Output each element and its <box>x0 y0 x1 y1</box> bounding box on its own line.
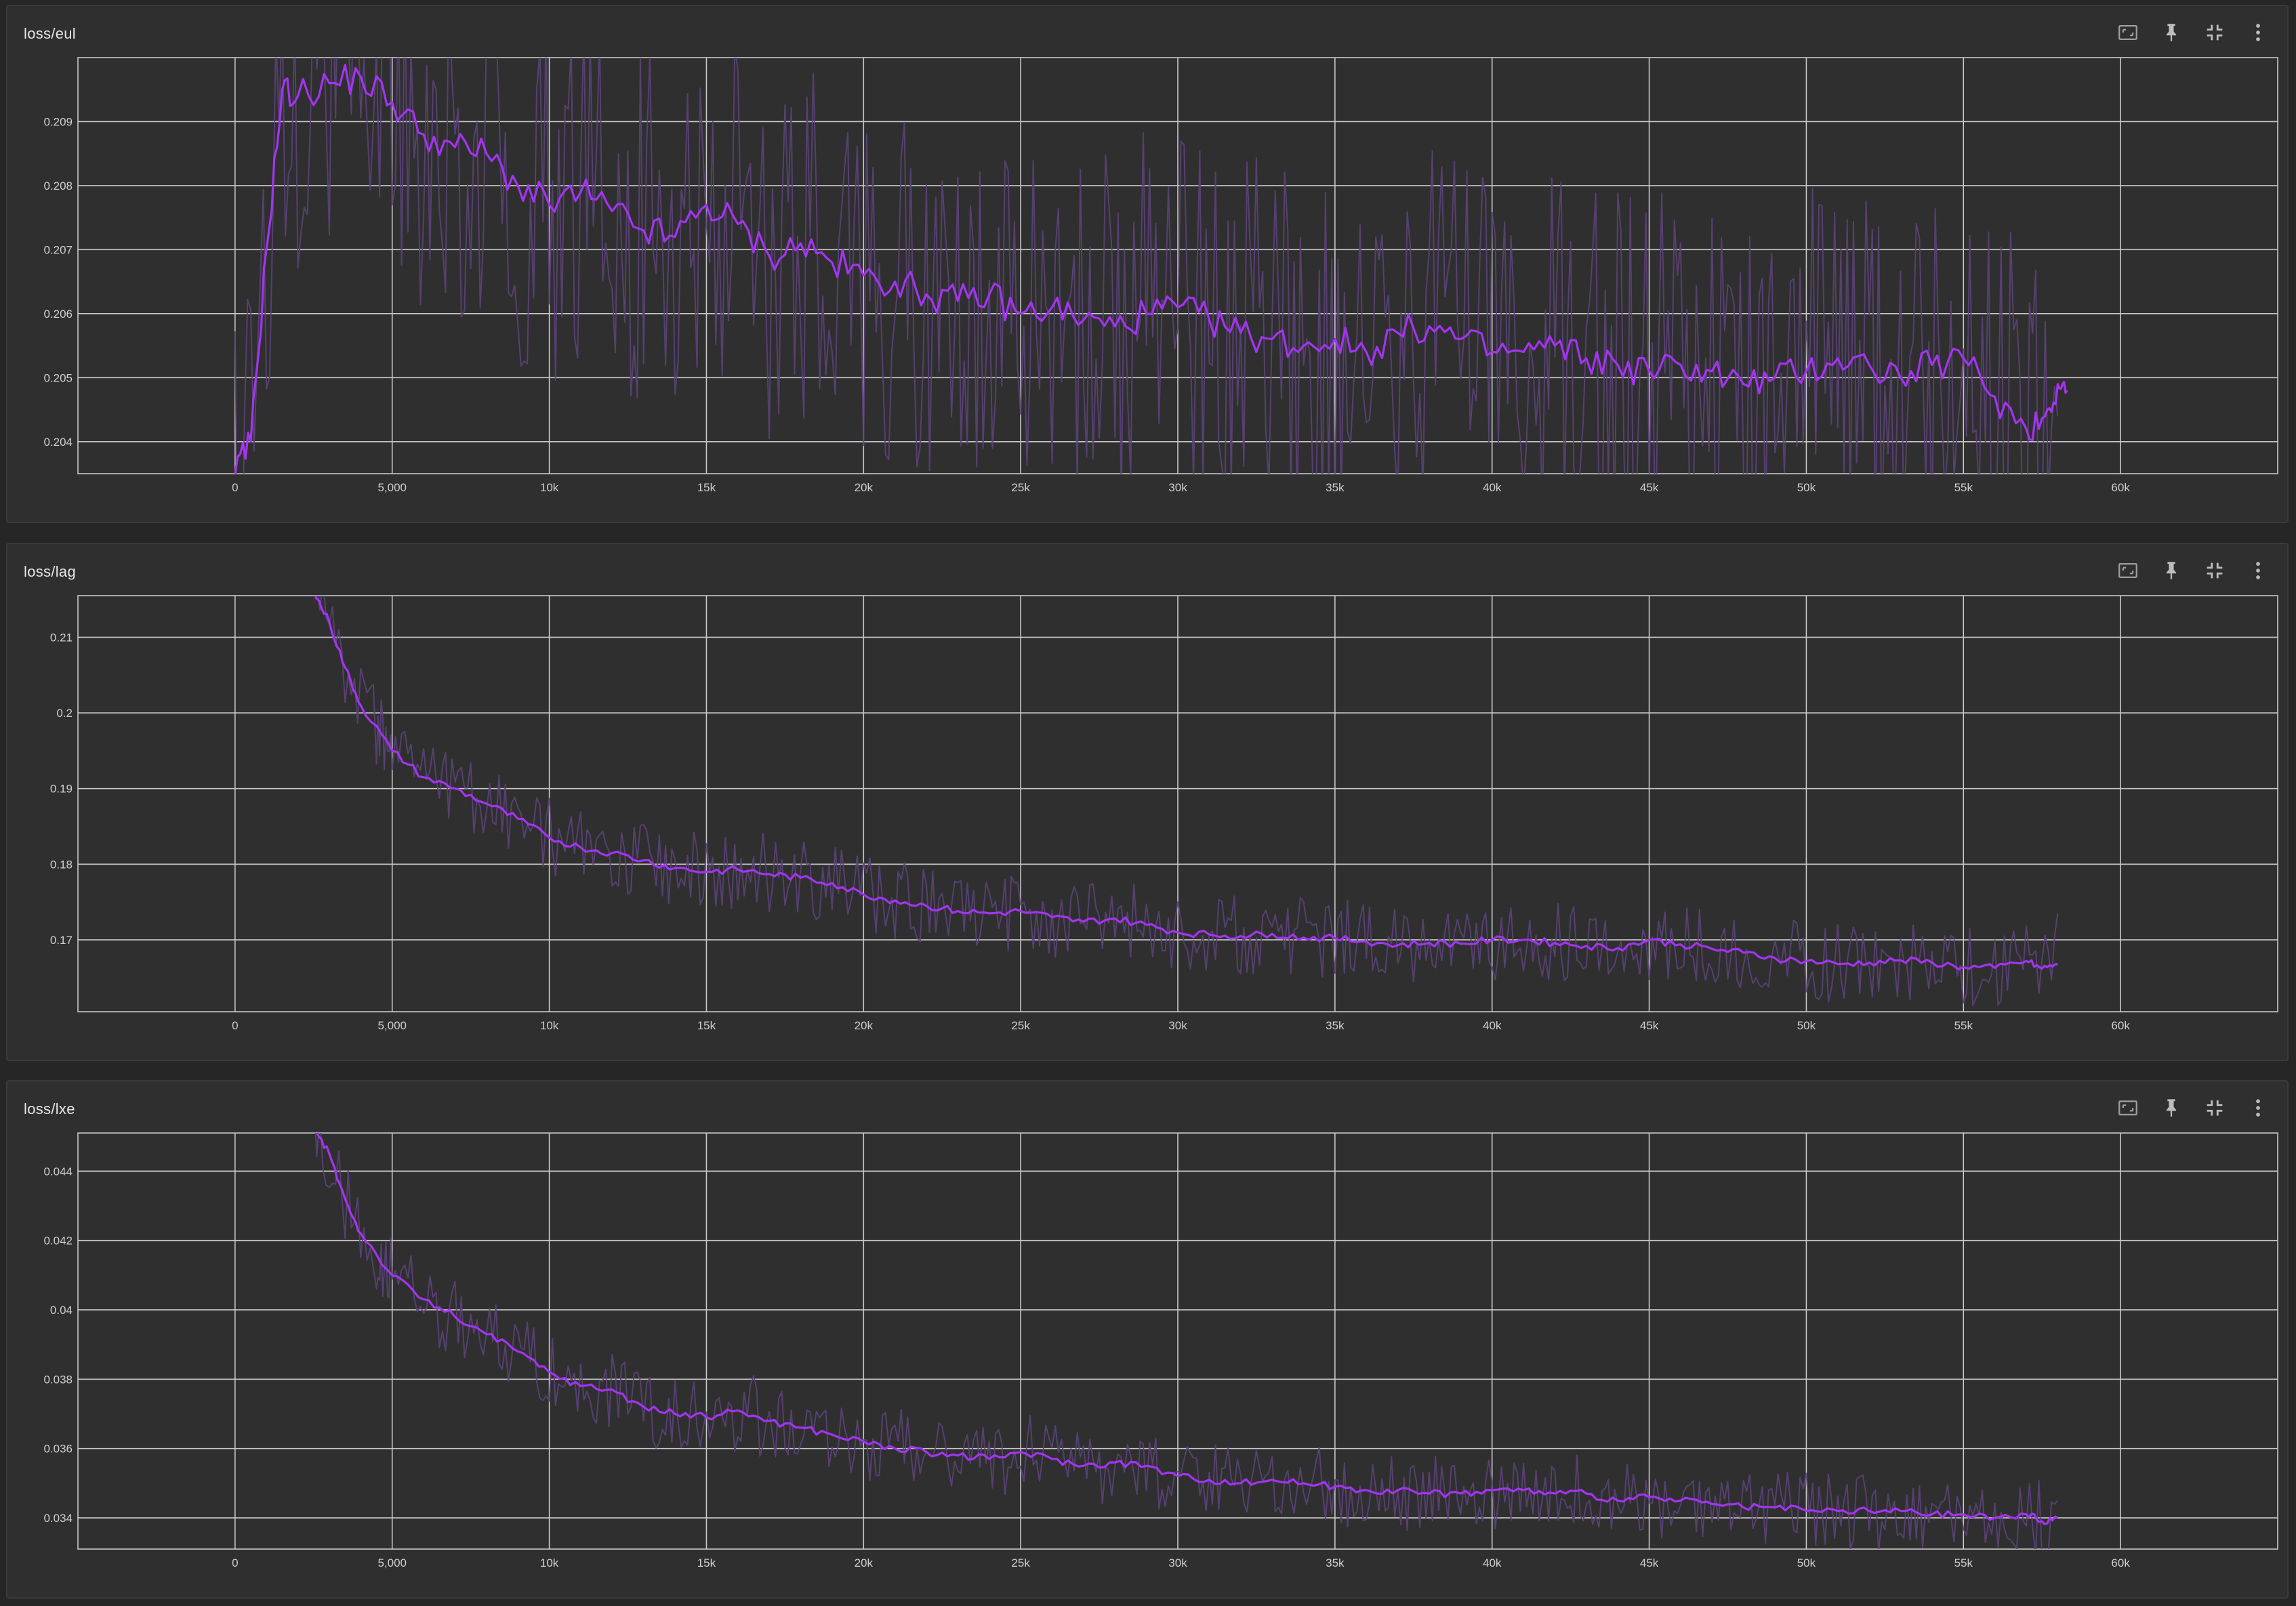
x-tick-label: 40k <box>1483 1019 1502 1032</box>
x-tick-label: 15k <box>697 1557 716 1569</box>
fit-domain-icon[interactable] <box>2116 21 2139 44</box>
y-tick-label: 0.21 <box>50 631 73 644</box>
more-vert-icon[interactable] <box>2247 21 2270 44</box>
x-tick-label: 15k <box>697 481 716 494</box>
raw-series-line <box>234 58 2059 474</box>
chart-toolbar <box>2116 1096 2270 1119</box>
x-tick-label: 0 <box>232 481 238 494</box>
chart-plot: 0 5,000 10k 15k 20k 25k 30k 35k 40k 45k 50k 55k 60k 0… <box>43 57 2278 494</box>
chart-panel-loss-lxe: loss/lxe 0 5,000 10k 15k 20k 25k 30k 35k 40k 45k 5… <box>6 1080 2289 1599</box>
x-tick-label: 55k <box>1954 1557 1973 1569</box>
y-tick-label: 0.205 <box>43 371 73 384</box>
y-tick-label: 0.207 <box>43 243 73 256</box>
smoothed-series-line <box>234 64 2068 474</box>
chart-title: loss/lag <box>24 563 76 580</box>
x-tick-label: 60k <box>2111 1019 2130 1032</box>
x-tick-label: 10k <box>540 1019 559 1032</box>
y-tick-label: 0.044 <box>43 1165 73 1178</box>
x-tick-label: 50k <box>1797 1019 1816 1032</box>
chart-toolbar <box>2116 21 2270 44</box>
more-vert-icon[interactable] <box>2247 1096 2270 1119</box>
y-tick-label: 0.209 <box>43 115 73 128</box>
x-tick-label: 60k <box>2111 481 2130 494</box>
x-tick-label: 5,000 <box>377 481 407 494</box>
x-tick-label: 15k <box>697 1019 716 1032</box>
y-tick-label: 0.19 <box>50 783 73 796</box>
chart-title: loss/lxe <box>24 1100 75 1117</box>
y-tick-label: 0.034 <box>43 1512 73 1525</box>
collapse-icon[interactable] <box>2203 559 2226 582</box>
x-tick-label: 25k <box>1011 481 1030 494</box>
x-tick-label: 60k <box>2111 1557 2130 1569</box>
x-tick-label: 35k <box>1326 481 1345 494</box>
x-tick-label: 35k <box>1326 1557 1345 1569</box>
x-tick-label: 25k <box>1011 1019 1030 1032</box>
chart-toolbar <box>2116 559 2270 582</box>
x-tick-label: 25k <box>1011 1557 1030 1569</box>
chart-plot: 0 5,000 10k 15k 20k 25k 30k 35k 40k 45k 50k 55k 60k 0… <box>50 595 2278 1032</box>
raw-series-line <box>317 596 2059 1006</box>
chart-plot: 0 5,000 10k 15k 20k 25k 30k 35k 40k 45k 50k 55k 60k 0… <box>43 1132 2278 1569</box>
x-tick-label: 10k <box>540 481 559 494</box>
chart-panel-loss-lag: loss/lag 0 5,000 10k 15k 20k 25k 30k 35k 40k 45k 5… <box>6 543 2289 1061</box>
x-tick-label: 30k <box>1168 1557 1187 1569</box>
x-tick-label: 50k <box>1797 481 1816 494</box>
x-tick-label: 55k <box>1954 1019 1973 1032</box>
y-tick-label: 0.042 <box>43 1235 73 1248</box>
x-tick-label: 30k <box>1168 1019 1187 1032</box>
y-tick-label: 0.04 <box>50 1304 73 1317</box>
x-tick-label: 45k <box>1640 1557 1659 1569</box>
pin-icon[interactable] <box>2160 1096 2183 1119</box>
x-tick-label: 45k <box>1640 1019 1659 1032</box>
x-tick-label: 35k <box>1326 1019 1345 1032</box>
y-tick-label: 0.208 <box>43 180 73 192</box>
y-tick-label: 0.036 <box>43 1443 73 1456</box>
more-vert-icon[interactable] <box>2247 559 2270 582</box>
pin-icon[interactable] <box>2160 559 2183 582</box>
x-tick-label: 20k <box>855 1019 874 1032</box>
x-tick-label: 30k <box>1168 481 1187 494</box>
collapse-icon[interactable] <box>2203 1096 2226 1119</box>
series-group <box>314 596 2059 1006</box>
pin-icon[interactable] <box>2160 21 2183 44</box>
x-tick-label: 55k <box>1954 481 1973 494</box>
series-group <box>234 58 2068 474</box>
y-tick-label: 0.17 <box>50 934 73 947</box>
y-tick-label: 0.206 <box>43 308 73 321</box>
fit-domain-icon[interactable] <box>2116 559 2139 582</box>
y-tick-label: 0.204 <box>43 436 73 449</box>
x-tick-label: 40k <box>1483 1557 1502 1569</box>
y-tick-label: 0.2 <box>56 707 73 720</box>
x-tick-label: 45k <box>1640 481 1659 494</box>
smoothed-series-line <box>316 1133 2059 1525</box>
x-tick-label: 5,000 <box>377 1557 407 1569</box>
collapse-icon[interactable] <box>2203 21 2226 44</box>
x-tick-label: 0 <box>232 1557 238 1569</box>
x-tick-label: 20k <box>855 481 874 494</box>
y-tick-label: 0.038 <box>43 1373 73 1386</box>
raw-series-line <box>314 1133 2059 1549</box>
fit-domain-icon[interactable] <box>2116 1096 2139 1119</box>
chart-title: loss/eul <box>24 25 76 42</box>
x-tick-label: 40k <box>1483 481 1502 494</box>
x-tick-label: 10k <box>540 1557 559 1569</box>
x-tick-label: 0 <box>232 1019 238 1032</box>
chart-panel-loss-eul: loss/eul 0 5,000 10k 15k 20k 25k 30k 35k 40k 45k 5… <box>6 5 2289 523</box>
x-tick-label: 20k <box>855 1557 874 1569</box>
smoothed-series-line <box>314 596 2058 970</box>
y-tick-label: 0.18 <box>50 858 73 871</box>
x-tick-label: 5,000 <box>377 1019 407 1032</box>
series-group <box>314 1133 2059 1549</box>
x-tick-label: 50k <box>1797 1557 1816 1569</box>
